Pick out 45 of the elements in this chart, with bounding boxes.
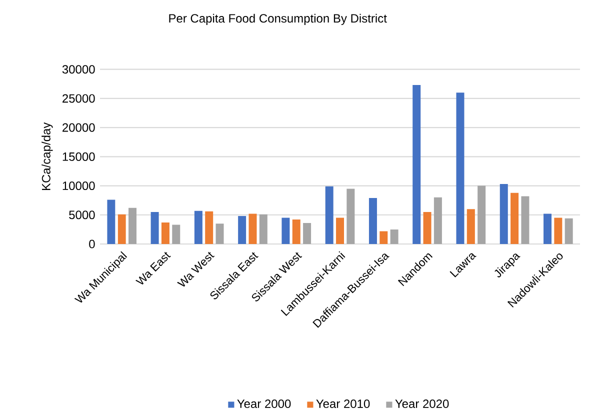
bar — [564, 218, 573, 244]
bar — [412, 85, 421, 244]
legend-label: Year 2020 — [395, 400, 449, 408]
bar — [423, 212, 432, 244]
bar — [205, 211, 214, 244]
chart-title: Per Capita Food Consumption By District — [169, 14, 387, 26]
bar — [194, 210, 202, 244]
y-tick-label: 0 — [89, 240, 95, 248]
bar — [238, 216, 246, 244]
y-tick-label: 20000 — [62, 123, 95, 132]
legend-label: Year 2000 — [237, 400, 291, 408]
bar — [259, 214, 268, 244]
bar — [248, 214, 257, 244]
bar — [336, 218, 344, 244]
y-tick-label: 5000 — [69, 210, 95, 220]
bar — [107, 200, 116, 244]
bar — [172, 224, 180, 244]
bar — [544, 214, 552, 244]
bar — [118, 214, 126, 244]
bar — [554, 218, 562, 244]
bar — [303, 223, 312, 244]
y-axis-title: KCa/cap/day — [42, 122, 53, 190]
bar — [128, 208, 136, 244]
bar — [500, 184, 508, 244]
legend-label: Year 2010 — [316, 400, 370, 408]
bar — [521, 196, 530, 244]
bar — [282, 218, 290, 244]
bar — [510, 192, 519, 244]
bar — [346, 188, 355, 244]
bar — [368, 198, 377, 244]
bar — [478, 186, 486, 244]
bar — [466, 209, 475, 244]
y-tick-label: 30000 — [62, 65, 95, 74]
bar — [434, 197, 442, 244]
bar — [325, 186, 334, 244]
bar — [150, 212, 159, 244]
bar — [292, 220, 300, 244]
bar — [456, 92, 464, 244]
y-tick-label: 15000 — [62, 152, 95, 161]
bar — [161, 222, 170, 244]
bar — [216, 224, 224, 244]
y-tick-label: 10000 — [62, 182, 95, 190]
y-tick-label: 25000 — [62, 94, 95, 103]
bar — [380, 231, 388, 244]
bar — [390, 229, 398, 244]
